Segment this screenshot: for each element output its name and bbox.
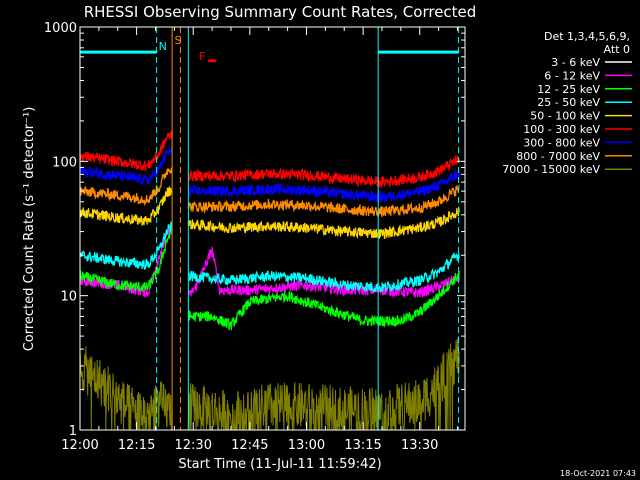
plot-frame	[79, 26, 466, 431]
legend-entry-9-label: 7000 - 15000 keV	[502, 163, 600, 176]
legend-entry-8-label: 800 - 7000 keV	[516, 150, 600, 163]
series-8-trace-1	[80, 167, 173, 207]
series-8-trace-2	[187, 184, 460, 219]
legend-entry-4-label: 25 - 50 keV	[537, 96, 600, 109]
legend-entry-5-label: 50 - 100 keV	[530, 110, 600, 123]
overlays: N S F	[80, 27, 460, 430]
legend-entry-6-label: 100 - 300 keV	[523, 123, 600, 136]
legend-entry-7-label: 300 - 800 keV	[523, 136, 600, 149]
series-7-trace-2	[187, 170, 460, 203]
x-tick-label: 13:30	[401, 438, 438, 453]
series-2-trace-2	[187, 246, 460, 298]
y-tick-label: 1000	[44, 21, 77, 36]
x-tick-label: 13:00	[288, 438, 325, 453]
series-7-trace-1	[80, 146, 173, 186]
axes: 12:00 12:15 12:30 12:45 13:00 13:15 13:30 1 10 10…	[44, 21, 465, 453]
marker-label-s: S	[174, 34, 181, 47]
series-3-trace-2	[187, 270, 460, 331]
x-tick-label: 13:15	[344, 438, 381, 453]
chart-title: RHESSI Observing Summary Count Rates, Co…	[84, 3, 477, 21]
series-6-trace-2	[187, 155, 460, 189]
marker-label-f: F	[199, 50, 205, 63]
legend-entry-3-label: 12 - 25 keV	[537, 83, 600, 96]
legend-entry-2-label: 6 - 12 keV	[544, 69, 600, 82]
x-tick-label: 12:30	[175, 438, 212, 453]
legend-header-line2: Att 0	[604, 43, 630, 56]
y-axis-label: Corrected Count Rate (s⁻¹ detector⁻¹)	[22, 107, 37, 352]
x-tick-label: 12:15	[118, 438, 155, 453]
y-tick-label: 100	[52, 155, 77, 170]
y-tick-label: 1	[69, 424, 77, 439]
x-tick-label: 12:45	[231, 438, 268, 453]
timestamp: 18-Oct-2021 07:43	[560, 469, 636, 478]
series-4-trace-2	[187, 251, 460, 293]
legend-entry-1-label: 3 - 6 keV	[551, 56, 600, 69]
series-5-trace-2	[187, 206, 460, 240]
series-4-trace-1	[80, 221, 173, 271]
y-tick-label: 10	[60, 290, 77, 305]
x-tick-label: 12:00	[61, 438, 98, 453]
x-axis-label: Start Time (11-Jul-11 11:59:42)	[178, 457, 381, 472]
series-9-trace-2	[187, 336, 460, 430]
legend-header-line1: Det 1,3,4,5,6,9,	[544, 30, 630, 43]
series-1-trace-2	[187, 287, 460, 430]
marker-label-n: N	[159, 40, 167, 53]
